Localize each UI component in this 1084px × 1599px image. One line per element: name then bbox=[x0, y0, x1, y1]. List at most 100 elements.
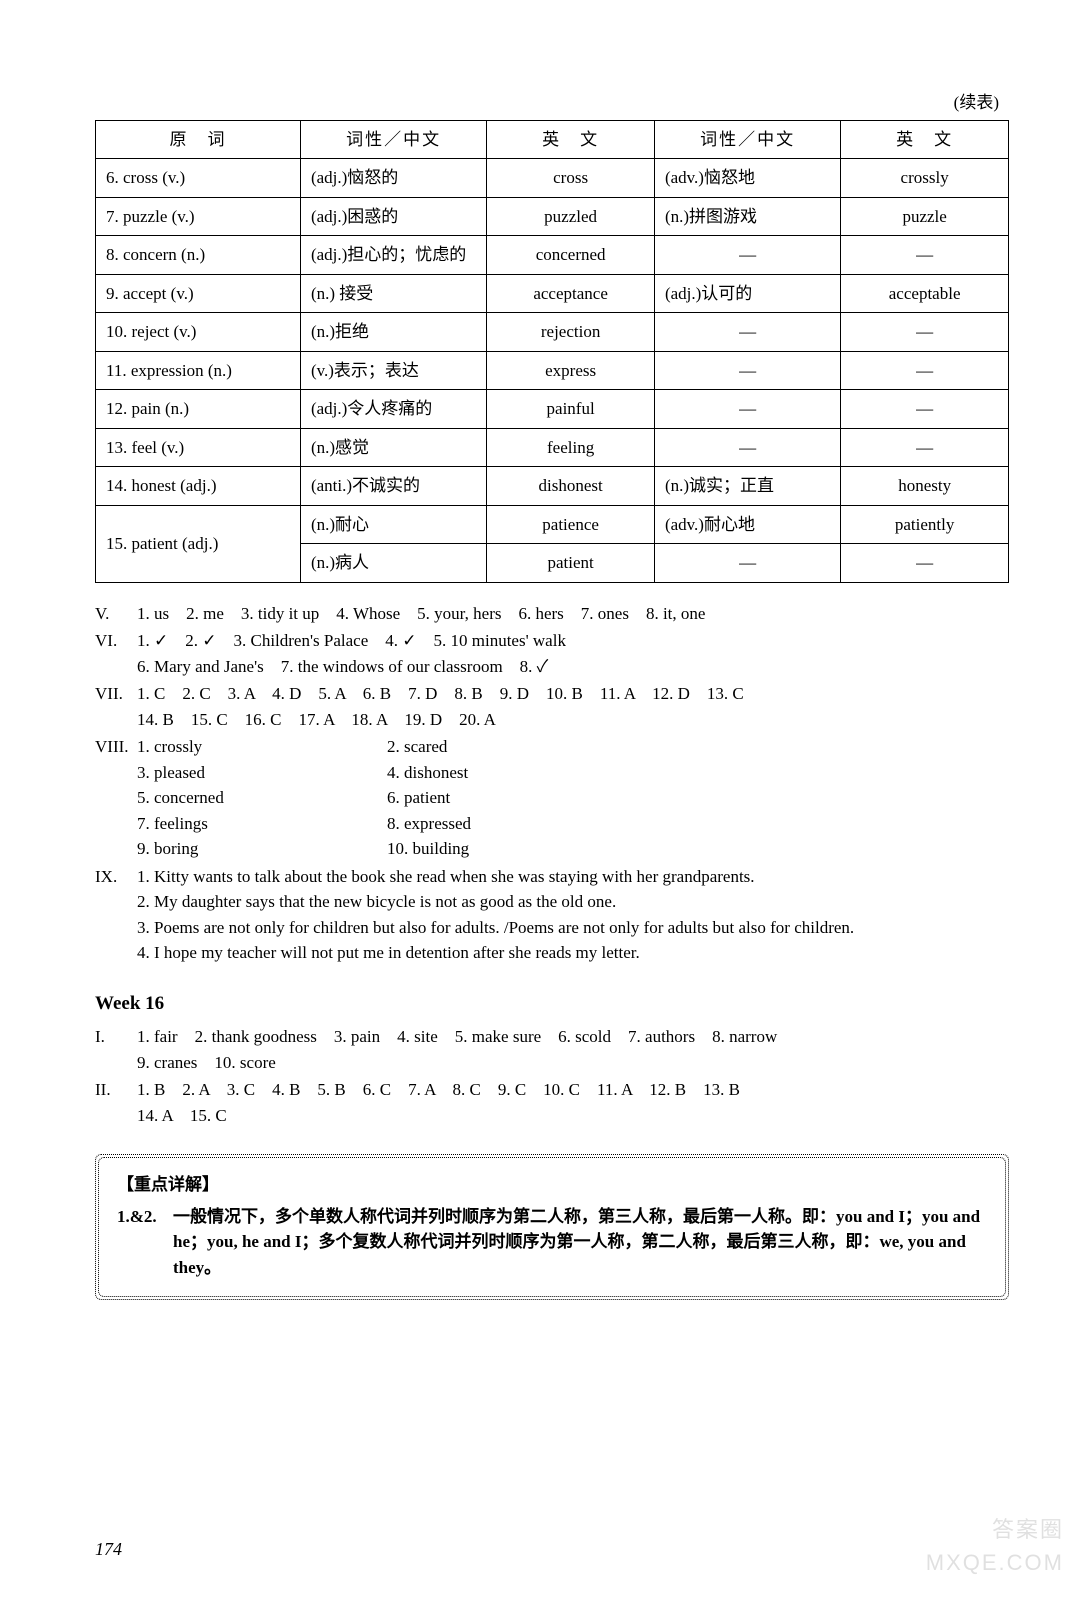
table-cell: 12. pain (n.) bbox=[96, 390, 301, 429]
viii-item: 9. boring bbox=[137, 836, 377, 862]
explain-item: 1.&2. 一般情况下，多个单数人称代词并列时顺序为第二人称，第三人称，最后第一… bbox=[117, 1204, 987, 1281]
vi-line2: 6. Mary and Jane's 7. the windows of our… bbox=[137, 654, 1009, 680]
table-cell: — bbox=[841, 428, 1009, 467]
table-cell: 9. accept (v.) bbox=[96, 274, 301, 313]
viii-item: 10. building bbox=[387, 836, 627, 862]
explain-num: 1.&2. bbox=[117, 1204, 173, 1281]
table-cell: 6. cross (v.) bbox=[96, 159, 301, 198]
section-vii: VII. 1. C 2. C 3. A 4. D 5. A 6. B 7. D … bbox=[95, 681, 1009, 732]
page: (续表) 原 词 词性／中文 英 文 词性／中文 英 文 6. cross (v… bbox=[0, 0, 1084, 1599]
table-row: 7. puzzle (v.)(adj.)困惑的puzzled(n.)拼图游戏pu… bbox=[96, 197, 1009, 236]
table-cell: — bbox=[654, 390, 840, 429]
table-cell: (n.) 接受 bbox=[300, 274, 486, 313]
viii-item: 2. scared bbox=[387, 734, 627, 760]
table-cell: 13. feel (v.) bbox=[96, 428, 301, 467]
viii-item: 8. expressed bbox=[387, 811, 627, 837]
table-cell: painful bbox=[487, 390, 655, 429]
w16-i-line2: 9. cranes 10. score bbox=[137, 1050, 1009, 1076]
ix-item: 4. I hope my teacher will not put me in … bbox=[137, 940, 1009, 966]
section-v: V. 1. us 2. me 3. tidy it up 4. Whose 5.… bbox=[95, 601, 1009, 627]
table-cell: (adv.)耐心地 bbox=[654, 505, 840, 544]
ix-item: 2. My daughter says that the new bicycle… bbox=[137, 889, 1009, 915]
table-cell: — bbox=[654, 236, 840, 275]
viii-item: 4. dishonest bbox=[387, 760, 627, 786]
table-cell: 15. patient (adj.) bbox=[96, 505, 301, 582]
table-cell: 10. reject (v.) bbox=[96, 313, 301, 352]
section-viii: VIII. 1. crossly2. scared3. pleased4. di… bbox=[95, 734, 1009, 862]
table-cell: (adj.)担心的；忧虑的 bbox=[300, 236, 486, 275]
table-cell: honesty bbox=[841, 467, 1009, 506]
table-cell: puzzle bbox=[841, 197, 1009, 236]
table-cell: 8. concern (n.) bbox=[96, 236, 301, 275]
table-row: 10. reject (v.)(n.)拒绝rejection—— bbox=[96, 313, 1009, 352]
table-cell: (adj.)认可的 bbox=[654, 274, 840, 313]
table-cell: 7. puzzle (v.) bbox=[96, 197, 301, 236]
label-vii: VII. bbox=[95, 681, 137, 732]
table-cell: (n.)感觉 bbox=[300, 428, 486, 467]
page-number: 174 bbox=[95, 1536, 122, 1563]
table-row: 14. honest (adj.)(anti.)不诚实的dishonest(n.… bbox=[96, 467, 1009, 506]
table-cell: cross bbox=[487, 159, 655, 198]
th-eng1: 英 文 bbox=[487, 120, 655, 159]
table-cell: — bbox=[841, 236, 1009, 275]
table-row: 9. accept (v.)(n.) 接受acceptance(adj.)认可的… bbox=[96, 274, 1009, 313]
watermark-l1: 答案圈 bbox=[926, 1513, 1064, 1546]
table-header-row: 原 词 词性／中文 英 文 词性／中文 英 文 bbox=[96, 120, 1009, 159]
viii-item: 5. concerned bbox=[137, 785, 377, 811]
section-vi: VI. 1. ✓ 2. ✓ 3. Children's Palace 4. ✓ … bbox=[95, 628, 1009, 679]
th-pos1: 词性／中文 bbox=[300, 120, 486, 159]
table-cell: feeling bbox=[487, 428, 655, 467]
table-cell: (adj.)恼怒的 bbox=[300, 159, 486, 198]
table-cell: — bbox=[654, 544, 840, 583]
table-cell: (adj.)困惑的 bbox=[300, 197, 486, 236]
vii-line2: 14. B 15. C 16. C 17. A 18. A 19. D 20. … bbox=[137, 707, 1009, 733]
label-vi: VI. bbox=[95, 628, 137, 679]
section-ix: IX. 1. Kitty wants to talk about the boo… bbox=[95, 864, 1009, 966]
watermark-l2: MXQE.COM bbox=[926, 1546, 1064, 1579]
table-cell: (n.)病人 bbox=[300, 544, 486, 583]
label-w16-i: I. bbox=[95, 1024, 137, 1075]
table-cell: — bbox=[841, 544, 1009, 583]
answers-section: V. 1. us 2. me 3. tidy it up 4. Whose 5.… bbox=[95, 601, 1009, 1301]
table-cell: crossly bbox=[841, 159, 1009, 198]
table-cell: — bbox=[841, 313, 1009, 352]
th-pos2: 词性／中文 bbox=[654, 120, 840, 159]
ix-item: 3. Poems are not only for children but a… bbox=[137, 915, 1009, 941]
continued-label: (续表) bbox=[95, 90, 1009, 116]
table-row: 15. patient (adj.)(n.)耐心patience(adv.)耐心… bbox=[96, 505, 1009, 544]
th-orig: 原 词 bbox=[96, 120, 301, 159]
table-cell: express bbox=[487, 351, 655, 390]
table-row: 8. concern (n.)(adj.)担心的；忧虑的concerned—— bbox=[96, 236, 1009, 275]
section-w16-ii: II. 1. B 2. A 3. C 4. B 5. B 6. C 7. A 8… bbox=[95, 1077, 1009, 1128]
table-cell: (n.)拒绝 bbox=[300, 313, 486, 352]
viii-item: 6. patient bbox=[387, 785, 627, 811]
v-text: 1. us 2. me 3. tidy it up 4. Whose 5. yo… bbox=[137, 601, 1009, 627]
table-cell: — bbox=[654, 313, 840, 352]
vi-line1: 1. ✓ 2. ✓ 3. Children's Palace 4. ✓ 5. 1… bbox=[137, 628, 1009, 654]
table-row: 6. cross (v.)(adj.)恼怒的cross(adv.)恼怒地cros… bbox=[96, 159, 1009, 198]
viii-item: 3. pleased bbox=[137, 760, 377, 786]
table-cell: (v.)表示；表达 bbox=[300, 351, 486, 390]
w16-i-line1: 1. fair 2. thank goodness 3. pain 4. sit… bbox=[137, 1024, 1009, 1050]
table-cell: (adv.)恼怒地 bbox=[654, 159, 840, 198]
ix-item: 1. Kitty wants to talk about the book sh… bbox=[137, 864, 1009, 890]
explain-title: 【重点详解】 bbox=[117, 1172, 987, 1198]
table-cell: 14. honest (adj.) bbox=[96, 467, 301, 506]
vocab-table: 原 词 词性／中文 英 文 词性／中文 英 文 6. cross (v.)(ad… bbox=[95, 120, 1009, 583]
label-w16-ii: II. bbox=[95, 1077, 137, 1128]
table-cell: — bbox=[841, 351, 1009, 390]
ix-list: 1. Kitty wants to talk about the book sh… bbox=[137, 864, 1009, 966]
table-cell: dishonest bbox=[487, 467, 655, 506]
table-cell: acceptance bbox=[487, 274, 655, 313]
table-row: 13. feel (v.)(n.)感觉feeling—— bbox=[96, 428, 1009, 467]
table-cell: — bbox=[654, 428, 840, 467]
viii-item: 1. crossly bbox=[137, 734, 377, 760]
table-cell: rejection bbox=[487, 313, 655, 352]
table-cell: puzzled bbox=[487, 197, 655, 236]
watermark: 答案圈 MXQE.COM bbox=[926, 1513, 1064, 1579]
table-cell: (anti.)不诚实的 bbox=[300, 467, 486, 506]
label-ix: IX. bbox=[95, 864, 137, 966]
w16-ii-line1: 1. B 2. A 3. C 4. B 5. B 6. C 7. A 8. C … bbox=[137, 1077, 1009, 1103]
week16-heading: Week 16 bbox=[95, 990, 1009, 1019]
table-cell: patience bbox=[487, 505, 655, 544]
